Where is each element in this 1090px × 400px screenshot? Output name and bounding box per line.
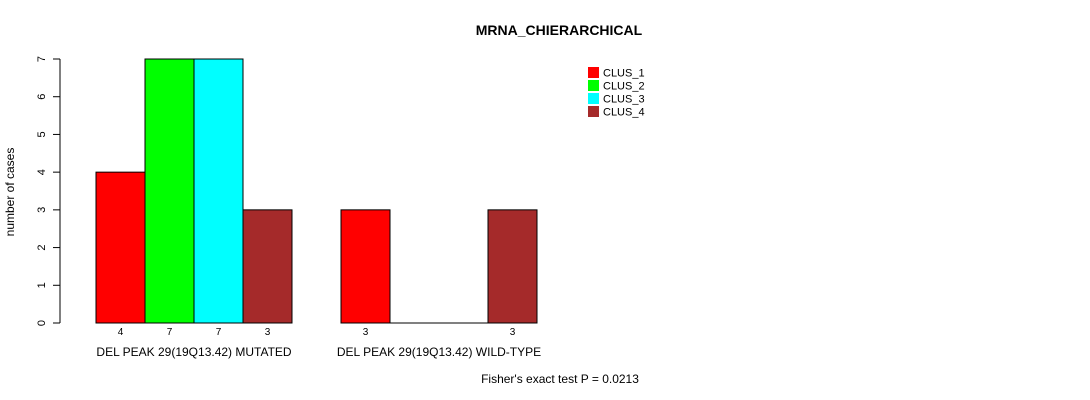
y-tick-label: 0 <box>36 320 48 326</box>
y-axis-label: number of cases <box>3 148 17 237</box>
bar-count-label: 3 <box>265 327 271 338</box>
y-tick-label: 2 <box>36 245 48 251</box>
y-axis: 0 1 2 3 4 5 6 7 <box>36 56 61 326</box>
legend-swatch <box>588 67 599 78</box>
bar-clus-2 <box>144 58 195 324</box>
legend-label: CLUS_4 <box>603 107 645 119</box>
bars <box>95 58 538 324</box>
bar-count-labels: 4 7 7 3 3 3 <box>118 327 516 338</box>
bar-clus-4 <box>242 209 293 324</box>
bar-count-label: 7 <box>216 327 222 338</box>
bar-count-label: 3 <box>363 327 369 338</box>
chart-title: MRNA_CHIERARCHICAL <box>476 22 643 38</box>
legend-swatch <box>588 106 599 117</box>
category-label: DEL PEAK 29(19Q13.42) WILD-TYPE <box>337 345 541 359</box>
legend-label: CLUS_2 <box>603 81 645 93</box>
y-tick-label: 1 <box>36 282 48 288</box>
category-labels: DEL PEAK 29(19Q13.42) MUTATED DEL PEAK 29… <box>96 345 541 359</box>
bar-count-label: 3 <box>510 327 516 338</box>
y-tick-label: 5 <box>36 131 48 137</box>
legend-label: CLUS_3 <box>603 94 645 106</box>
category-label: DEL PEAK 29(19Q13.42) MUTATED <box>96 345 292 359</box>
y-tick-label: 7 <box>36 56 48 62</box>
bar-count-label: 4 <box>118 327 124 338</box>
y-tick-label: 3 <box>36 207 48 213</box>
legend-swatch <box>588 80 599 91</box>
y-tick-label: 6 <box>36 94 48 100</box>
fisher-test-note: Fisher's exact test P = 0.0213 <box>481 372 639 386</box>
y-tick-label: 4 <box>36 169 48 175</box>
bar-clus-3 <box>193 58 244 324</box>
bar-clus-1 <box>95 171 146 324</box>
bar-clus-1 <box>340 209 391 324</box>
bar-count-label: 7 <box>167 327 173 338</box>
legend-label: CLUS_1 <box>603 68 645 80</box>
bar-clus-4 <box>487 209 538 324</box>
legend-swatch <box>588 93 599 104</box>
